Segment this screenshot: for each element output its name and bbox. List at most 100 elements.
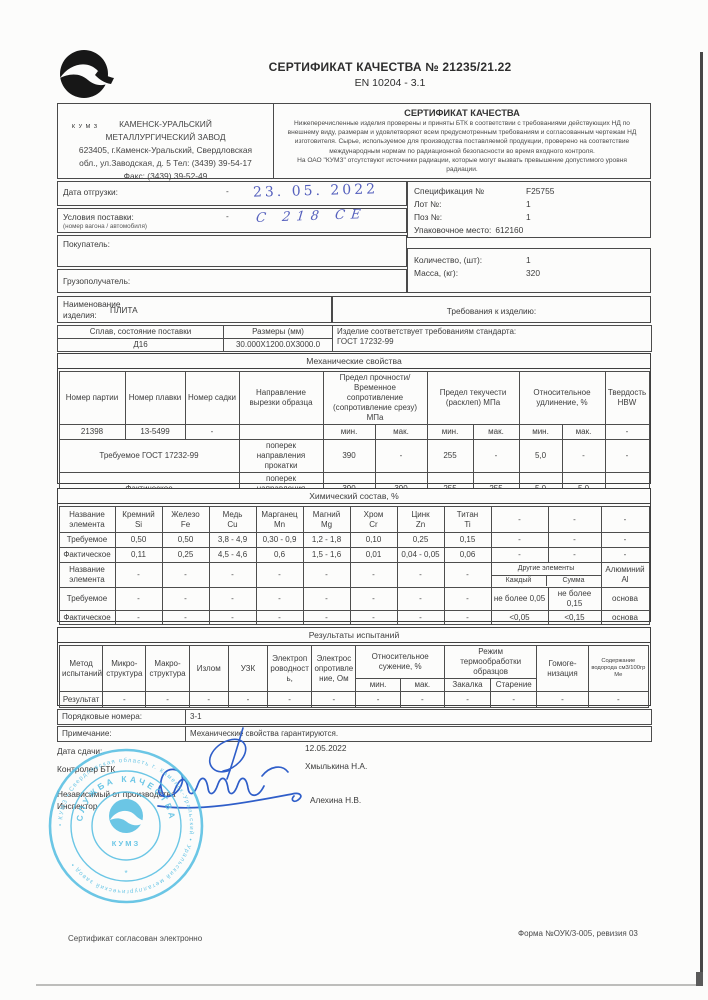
cell: - bbox=[349, 562, 398, 588]
product-name-label1: Наименование bbox=[63, 299, 121, 309]
cell: 0,6 bbox=[255, 547, 304, 563]
element-symbol: Cr bbox=[369, 519, 378, 529]
cell: - bbox=[604, 424, 650, 440]
max-header: мак. bbox=[374, 424, 428, 440]
cell: - bbox=[349, 587, 398, 611]
cell: 1,2 - 1,8 bbox=[302, 532, 351, 548]
col-header: Номер партии bbox=[58, 371, 126, 425]
element-symbol: Mn bbox=[273, 519, 286, 529]
cell: 0,06 bbox=[443, 547, 492, 563]
cell: - bbox=[302, 562, 351, 588]
ship-date-label: Дата отгрузки: bbox=[63, 187, 118, 197]
cell: - bbox=[561, 439, 606, 473]
spec-label: Спецификация № bbox=[414, 186, 485, 196]
spec-value: F25755 bbox=[526, 186, 555, 196]
row-label: Название элемента bbox=[58, 562, 116, 588]
serial-table: Порядковые номера: 3-1 bbox=[57, 709, 652, 725]
col-header: Относительное удлинение, % bbox=[518, 371, 606, 425]
cell: - bbox=[547, 532, 602, 548]
cell: - bbox=[102, 691, 147, 708]
cell: - bbox=[208, 562, 257, 588]
ship-date-box: Дата отгрузки: - 23. 05. 2022 bbox=[57, 181, 407, 206]
cell: - bbox=[600, 506, 650, 533]
stamp-center-text: КУМЗ bbox=[112, 839, 140, 848]
max-header: мак. bbox=[399, 678, 445, 692]
chem-section: Химический состав, % Название элемента К… bbox=[57, 488, 651, 625]
cell: - bbox=[490, 547, 549, 563]
cell: - bbox=[399, 691, 445, 708]
cell: - bbox=[161, 587, 210, 611]
quality-stamp: • КУМЗ • Свердловская область г. Каменск… bbox=[48, 748, 204, 904]
mech-section: Механические свойства Номер партии Номер… bbox=[57, 353, 651, 506]
col-header: Микро-структура bbox=[102, 645, 147, 692]
col-header: Режим термообработки образцов bbox=[443, 645, 538, 679]
size-value: 30.000X1200.0X3000.0 bbox=[223, 338, 333, 352]
cell: - bbox=[396, 587, 445, 611]
col-header: Относительное сужение, % bbox=[355, 645, 445, 679]
cell: 5,0 bbox=[518, 439, 563, 473]
note-table: Примечание: Механические свойства гарант… bbox=[57, 726, 652, 742]
cell: - bbox=[355, 691, 401, 708]
max-header: мак. bbox=[472, 424, 520, 440]
ship-terms-label: Условия поставки: bbox=[63, 212, 134, 222]
cell: 0,15 bbox=[443, 532, 492, 548]
controller-name: Хмылькина Н.А. bbox=[305, 761, 368, 771]
inspector-signature bbox=[157, 766, 302, 809]
element-symbol: Ti bbox=[464, 519, 471, 529]
element-header: Титан Ti bbox=[443, 506, 492, 533]
element-symbol: Si bbox=[134, 519, 143, 529]
element-header: Железо Fe bbox=[161, 506, 210, 533]
cell: - bbox=[600, 532, 650, 548]
standard-cell: Изделие соответствует требованиям станда… bbox=[332, 325, 652, 352]
cell: <0,05 bbox=[490, 610, 549, 625]
cell: основа bbox=[600, 587, 650, 611]
alloy-value: Д16 bbox=[57, 338, 224, 352]
qty-label: Количество, (шт): bbox=[414, 255, 483, 265]
cell: основа bbox=[600, 610, 650, 625]
col-header: Предел прочности/ Временное сопротивлени… bbox=[322, 371, 428, 425]
cell: - bbox=[188, 691, 229, 708]
min-header: мин. bbox=[426, 424, 474, 440]
cell: 255 bbox=[426, 439, 474, 473]
cell: 0,11 bbox=[114, 547, 163, 563]
cell: - bbox=[443, 562, 492, 588]
company-address-line1: 623405, г.Каменск-Уральский, Свердловска… bbox=[78, 145, 253, 156]
scan-edge-right bbox=[700, 52, 703, 985]
col-header: УЗК bbox=[227, 645, 269, 692]
company-name-line2: МЕТАЛЛУРГИЧЕСКИЙ ЗАВОД bbox=[105, 132, 226, 143]
col-header: Электросопротивление, Ом bbox=[311, 645, 357, 692]
element-name: Железо bbox=[171, 509, 200, 519]
cell: 0,50 bbox=[114, 532, 163, 548]
cell: - bbox=[396, 610, 445, 625]
handover-date-label: Дата сдачи: bbox=[57, 746, 103, 756]
kumz-logo bbox=[60, 50, 114, 98]
cell: 0,04 - 0,05 bbox=[396, 547, 445, 563]
element-symbol: Cu bbox=[227, 519, 238, 529]
cell: 13-5499 bbox=[124, 424, 186, 440]
cell: 0,25 bbox=[161, 547, 210, 563]
cell: - bbox=[114, 587, 163, 611]
qty-box: Количество, (шт): 1 Масса, (кг): 320 bbox=[407, 248, 651, 293]
footer-right: Форма №ОУК/3-005, ревизия 03 bbox=[518, 929, 638, 938]
product-req-label: Требования к изделию: bbox=[446, 306, 537, 316]
cell: 0,50 bbox=[161, 532, 210, 548]
buyer-box: Покупатель: bbox=[57, 235, 407, 267]
element-name: Цинк bbox=[411, 509, 430, 519]
cell: 0,01 bbox=[349, 547, 398, 563]
ship-terms-box: Условия поставки: (номер вагона / автомо… bbox=[57, 207, 407, 233]
cell: не более 0,15 bbox=[547, 587, 602, 611]
company-block: КАМЕНСК-УРАЛЬСКИЙ МЕТАЛЛУРГИЧЕСКИЙ ЗАВОД… bbox=[58, 104, 274, 181]
col-header: Направление вырезки образца bbox=[238, 371, 324, 425]
cell: - bbox=[443, 610, 492, 625]
element-symbol: Mg bbox=[320, 519, 333, 529]
element-name: Титан bbox=[456, 509, 479, 519]
aluminium-header: Алюминий Al bbox=[600, 562, 650, 588]
chem-section-title: Химический состав, % bbox=[58, 489, 650, 504]
cert-statement-text: Нижеперечисленные изделия проверены и пр… bbox=[287, 120, 637, 155]
cell: - bbox=[255, 587, 304, 611]
scan-edge-bottom bbox=[36, 984, 702, 986]
dash-mark: - bbox=[226, 211, 229, 221]
cell: - bbox=[490, 506, 549, 533]
controller-signature bbox=[209, 727, 247, 780]
each-header: Каждый bbox=[492, 575, 547, 587]
